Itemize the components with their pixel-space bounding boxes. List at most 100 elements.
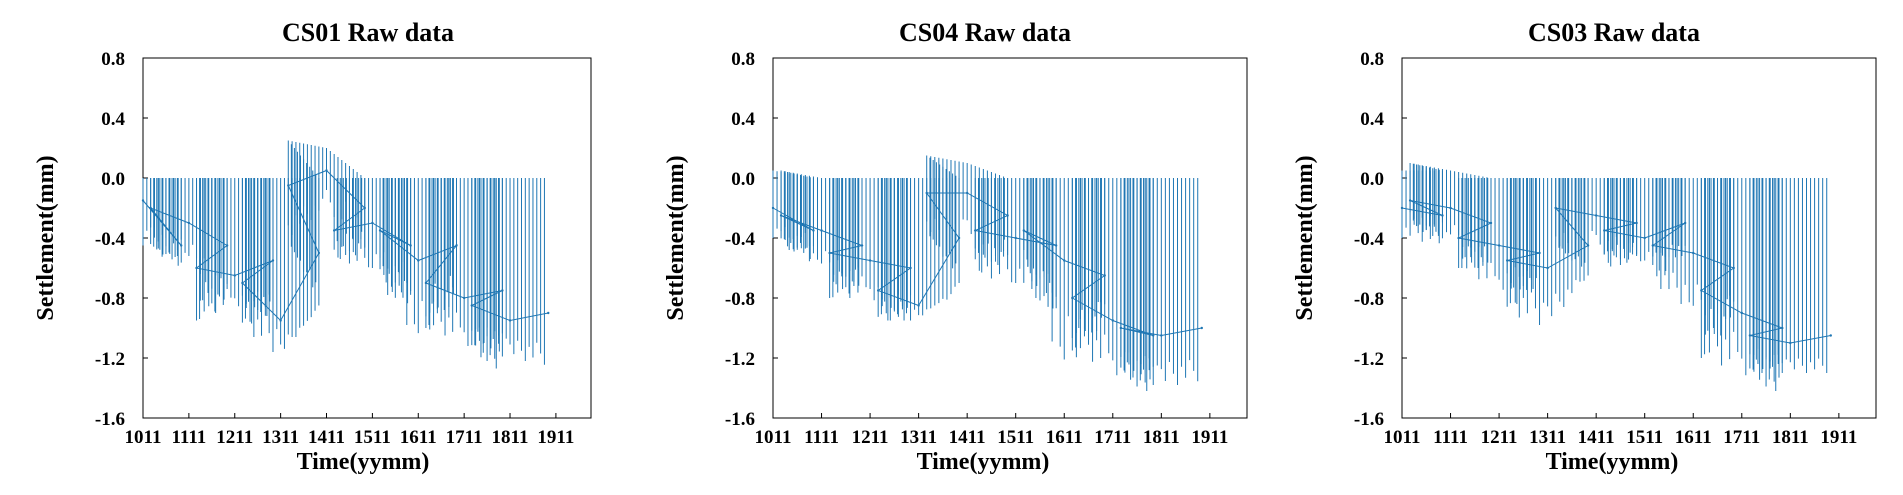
y-tick-label: -0.8 <box>1354 289 1384 310</box>
data-point <box>1152 334 1155 337</box>
data-point <box>332 229 336 232</box>
data-point <box>470 304 473 307</box>
data-point <box>1732 266 1735 270</box>
data-point <box>909 266 912 270</box>
plot-frame <box>142 57 592 419</box>
x-axis-label: Time(yymm) <box>917 449 1050 475</box>
x-tick-label: 1311 <box>900 427 937 448</box>
x-tick-label: 1511 <box>1626 427 1663 448</box>
chart-panel-cs03: CS03 Raw data 0.80.40.0-0.4-0.8-1.2-1.6 … <box>1292 18 1877 475</box>
x-tick-label: 1211 <box>852 427 889 448</box>
data-point <box>1594 214 1598 217</box>
data-point <box>325 169 328 172</box>
data-point <box>1014 236 1017 240</box>
data-point <box>876 289 880 292</box>
y-axis-label: Settlement(mm) <box>663 155 689 320</box>
data-point <box>508 319 512 322</box>
data-point <box>1546 266 1549 270</box>
x-tick-label: 1711 <box>1094 427 1131 448</box>
y-axis-label: Settlement(mm) <box>33 155 59 320</box>
data-point <box>779 214 783 217</box>
x-ticks: 1011 1111 1211 1311 1411 1511 1611 1711 1811 1911 <box>755 413 1228 448</box>
data-point <box>462 296 466 300</box>
data-point <box>771 206 775 210</box>
data-point <box>1748 334 1752 337</box>
x-tick-label: 1511 <box>354 427 391 448</box>
x-tick-label: 1111 <box>804 427 839 448</box>
data-point <box>1789 341 1792 345</box>
x-tick-label: 1711 <box>1723 427 1760 448</box>
data-point <box>1063 259 1066 262</box>
data-point <box>1635 221 1638 225</box>
y-axis-label: Settlement(mm) <box>1292 155 1318 320</box>
y-tick-label: -0.4 <box>1354 229 1385 250</box>
data-point <box>547 311 550 315</box>
plot-frame <box>1401 57 1877 419</box>
plot-frame <box>772 57 1248 419</box>
data-point <box>1692 251 1695 255</box>
y-tick-label: -1.6 <box>1354 409 1384 430</box>
y-tick-label: -0.4 <box>725 229 756 250</box>
chart-panel-cs01: CS01 Raw data 0.80.40.0-0.4-0.8-1.2-1.6 … <box>33 18 592 475</box>
data-point <box>1554 206 1557 210</box>
series-line <box>1401 200 1831 344</box>
x-ticks: 1011 1111 1211 1311 1411 1511 1611 1711 1811 1911 <box>125 413 574 448</box>
data-point <box>1103 274 1106 277</box>
data-point <box>455 244 458 247</box>
y-tick-label: 0.4 <box>731 109 755 130</box>
x-tick-label: 1111 <box>171 427 206 448</box>
y-tick-label: -0.4 <box>95 229 126 250</box>
y-tick-label: 0.0 <box>1360 169 1384 190</box>
data-point <box>1119 326 1123 330</box>
x-tick-label: 1611 <box>1675 427 1712 448</box>
chart-title: CS01 Raw data <box>282 18 454 47</box>
data-point <box>917 304 920 307</box>
x-tick-label: 1811 <box>1143 427 1180 448</box>
data-point <box>241 281 244 285</box>
data-point <box>225 244 229 247</box>
data-point <box>1449 206 1452 210</box>
x-ticks: 1011 1111 1211 1311 1411 1511 1611 1711 1811 1911 <box>1384 413 1857 448</box>
data-point <box>1400 206 1404 210</box>
data-point <box>828 251 831 255</box>
chart-panel-cs04: CS04 Raw data 0.80.40.0-0.4-0.8-1.2-1.6 … <box>663 18 1248 475</box>
y-ticks: 0.8 0.4 0.0 -0.4 -0.8 -1.2 -1.6 <box>95 49 148 430</box>
data-point <box>1643 236 1646 240</box>
data-point <box>1781 326 1784 330</box>
y-tick-label: -1.2 <box>725 349 755 370</box>
data-point <box>1497 244 1501 247</box>
series-layer <box>1400 163 1832 391</box>
data-point <box>279 319 282 322</box>
y-tick-label: 0.8 <box>731 49 755 70</box>
x-tick-label: 1811 <box>1772 427 1809 448</box>
x-tick-label: 1011 <box>755 427 792 448</box>
x-tick-label: 1111 <box>1433 427 1468 448</box>
data-point <box>317 251 321 255</box>
y-tick-label: 0.0 <box>101 169 125 190</box>
data-point <box>378 229 382 232</box>
x-tick-label: 1911 <box>1191 427 1228 448</box>
data-point <box>501 289 504 292</box>
data-point <box>424 281 428 285</box>
y-tick-label: 0.8 <box>101 49 125 70</box>
data-point <box>1505 259 1509 262</box>
y-tick-label: -0.8 <box>95 289 125 310</box>
data-point <box>417 259 420 262</box>
data-point <box>974 229 977 232</box>
y-tick-label: -1.2 <box>1354 349 1384 370</box>
y-ticks: 0.8 0.4 0.0 -0.4 -0.8 -1.2 -1.6 <box>1354 49 1407 430</box>
data-point <box>1538 251 1541 255</box>
data-point <box>925 191 928 195</box>
series-line <box>772 192 1202 337</box>
data-point <box>1651 244 1654 247</box>
y-tick-label: -0.8 <box>725 289 755 310</box>
data-point <box>957 236 961 240</box>
data-point <box>1457 236 1460 240</box>
series-layer <box>141 140 550 369</box>
data-point <box>1408 199 1412 202</box>
x-tick-label: 1011 <box>125 427 162 448</box>
data-point <box>233 274 236 277</box>
y-tick-label: 0.4 <box>1360 109 1384 130</box>
data-point <box>141 199 145 202</box>
